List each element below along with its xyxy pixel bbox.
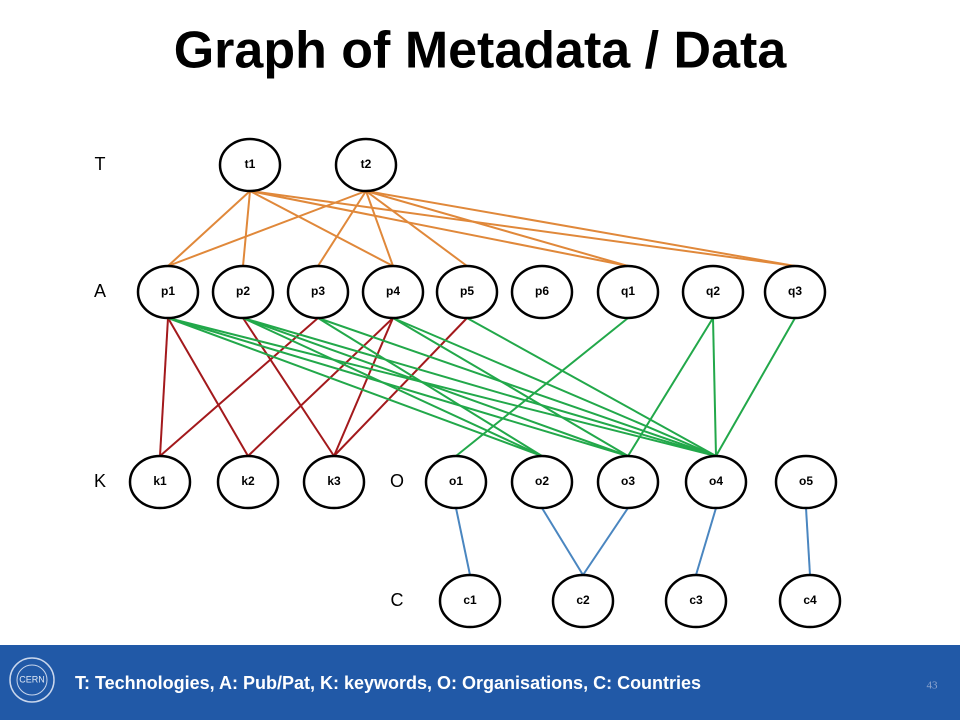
- node: [424, 454, 488, 510]
- edge: [715, 317, 796, 457]
- node: [684, 454, 748, 510]
- row-label: C: [391, 590, 404, 610]
- row-label: K: [94, 471, 106, 491]
- node: [438, 573, 502, 629]
- node-label: p3: [311, 284, 325, 298]
- node: [778, 573, 842, 629]
- edge: [317, 317, 543, 457]
- footer-text: T: Technologies, A: Pub/Pat, K: keywords…: [75, 673, 701, 693]
- node-label: k2: [241, 474, 255, 488]
- edge: [466, 317, 717, 457]
- edges: [159, 190, 811, 576]
- edge: [392, 317, 717, 457]
- node: [211, 264, 275, 320]
- node: [596, 454, 660, 510]
- row-label: A: [94, 281, 106, 301]
- node-label: q3: [788, 284, 802, 298]
- edge: [695, 507, 717, 576]
- node: [361, 264, 425, 320]
- edge: [365, 190, 629, 267]
- node-label: p5: [460, 284, 474, 298]
- edge: [249, 190, 629, 267]
- edge: [365, 190, 394, 267]
- footer-bar: [0, 645, 960, 720]
- edge: [247, 317, 394, 457]
- node-label: q1: [621, 284, 635, 298]
- node-label: c2: [576, 593, 590, 607]
- edge: [365, 190, 468, 267]
- edge: [167, 317, 249, 457]
- node: [435, 264, 499, 320]
- node: [551, 573, 615, 629]
- node: [302, 454, 366, 510]
- title: Graph of Metadata / Data: [174, 22, 788, 80]
- edge: [249, 190, 796, 267]
- logo-ring: [16, 664, 48, 696]
- edge: [167, 317, 717, 457]
- edge: [167, 317, 543, 457]
- node: [596, 264, 660, 320]
- node: [664, 573, 728, 629]
- node: [510, 454, 574, 510]
- edge: [712, 317, 717, 457]
- node: [218, 137, 282, 193]
- edge: [317, 317, 717, 457]
- row-label: T: [95, 154, 106, 174]
- node: [510, 264, 574, 320]
- edge: [167, 317, 629, 457]
- edge: [333, 317, 394, 457]
- node: [774, 454, 838, 510]
- edge: [365, 190, 796, 267]
- node-label: k3: [327, 474, 341, 488]
- node-label: p4: [386, 284, 400, 298]
- node: [286, 264, 350, 320]
- edge: [455, 317, 629, 457]
- logo-text: CERN: [19, 674, 45, 684]
- edge: [242, 190, 251, 267]
- edge: [805, 507, 811, 576]
- edge: [317, 190, 367, 267]
- node-label: o5: [799, 474, 813, 488]
- edge: [627, 317, 714, 457]
- node-label: o2: [535, 474, 549, 488]
- edge: [392, 317, 629, 457]
- node-label: o1: [449, 474, 463, 488]
- node-label: c4: [803, 593, 817, 607]
- node-label: p1: [161, 284, 175, 298]
- node-label: o4: [709, 474, 723, 488]
- node: [216, 454, 280, 510]
- node: [128, 454, 192, 510]
- edge: [582, 507, 629, 576]
- node: [136, 264, 200, 320]
- row-label: O: [390, 471, 404, 491]
- edge: [242, 317, 543, 457]
- edge: [242, 317, 717, 457]
- node-label: q2: [706, 284, 720, 298]
- edge: [242, 317, 629, 457]
- edge: [249, 190, 394, 267]
- node-label: p2: [236, 284, 250, 298]
- page-number: 43: [927, 680, 939, 692]
- nodes: t1 t2 p1 p2 p3 p4 p5 p6 q1 q2 q3 k1 k2 k3 o1 o2 o3 o4 o5 c1…: [128, 137, 842, 629]
- node: [334, 137, 398, 193]
- edge: [167, 190, 367, 267]
- node-label: t1: [245, 157, 256, 171]
- edge: [455, 507, 471, 576]
- node: [681, 264, 745, 320]
- node-label: c1: [463, 593, 477, 607]
- logo-ring: [9, 657, 55, 703]
- node-label: p6: [535, 284, 549, 298]
- node-label: t2: [361, 157, 372, 171]
- edge: [159, 317, 169, 457]
- edge: [541, 507, 584, 576]
- node-label: k1: [153, 474, 167, 488]
- node-label: o3: [621, 474, 635, 488]
- node: [763, 264, 827, 320]
- node-label: c3: [689, 593, 703, 607]
- edge: [167, 190, 251, 267]
